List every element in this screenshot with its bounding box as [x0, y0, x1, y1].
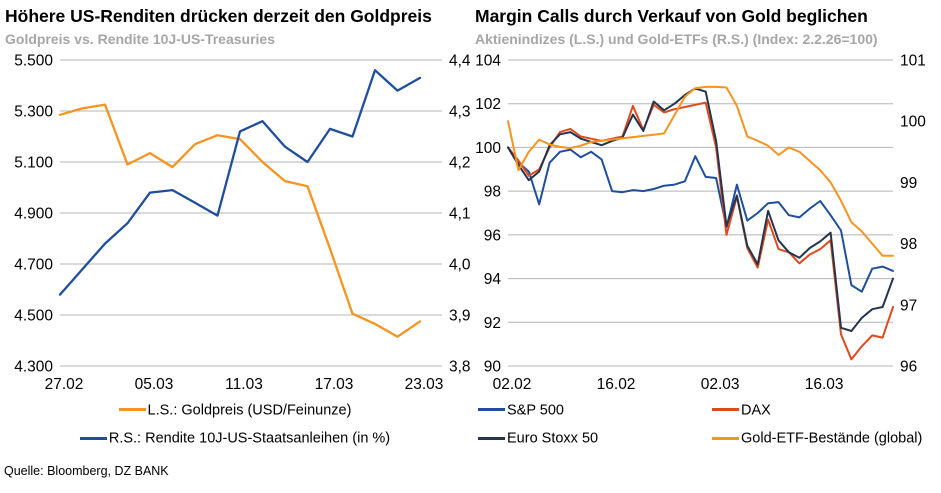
x-axis-tick-label: 02.03 — [701, 376, 740, 392]
gold-chart-subtitle: Goldpreis vs. Rendite 10J-US-Treasuries — [5, 31, 275, 47]
legend-item-euro-stoxx-50: Euro Stoxx 50 — [478, 430, 712, 447]
gold-chart-legend: L.S.: Goldpreis (USD/Feinunze) R.S.: Rend… — [0, 402, 470, 448]
x-axis-tick-label: 16.03 — [805, 376, 844, 392]
legend-line-swatch — [478, 408, 505, 412]
x-axis-tick-label: 17.03 — [315, 376, 354, 392]
indices-vs-goldetf-plot: 104 102 100 98 96 94 92 90 101 100 99 98 97 96 02.02 16… — [470, 52, 940, 393]
l-s-goldpreis-usd-feinunze-line — [58, 103, 422, 338]
legend-item-l-s-goldpreis-usd-feinunze: L.S.: Goldpreis (USD/Feinunze) — [118, 402, 352, 419]
right-axis-tick-label: 96 — [900, 359, 917, 376]
gold-chart-title: Höhere US-Renditen drücken derzeit den G… — [5, 6, 432, 26]
x-axis-tick-label: 11.03 — [225, 376, 263, 392]
left-axis-tick-label: 5.500 — [14, 53, 53, 70]
right-axis-tick-label: 101 — [900, 53, 926, 70]
right-axis-tick-label: 97 — [900, 297, 917, 314]
left-axis-tick-label: 90 — [484, 359, 502, 376]
dax-line — [507, 101, 894, 361]
legend-line-swatch — [712, 436, 739, 440]
euro-stoxx-50-line — [507, 87, 894, 332]
legend-label: DAX — [741, 402, 771, 419]
right-axis-tick-label: 3,8 — [449, 359, 470, 376]
legend-line-swatch — [118, 408, 146, 412]
legend-line-swatch — [478, 436, 505, 440]
left-axis-tick-label: 98 — [484, 184, 501, 201]
legend-item-dax: DAX — [712, 402, 940, 419]
source-note: Quelle: Bloomberg, DZ BANK — [4, 463, 169, 478]
legend-line-swatch — [79, 436, 107, 440]
x-axis-tick-label: 16.02 — [597, 376, 636, 392]
legend-item-s-p-500: S&P 500 — [478, 402, 712, 419]
left-axis-tick-label: 4.900 — [14, 206, 53, 223]
right-axis-tick-label: 4,2 — [449, 155, 470, 172]
indices-vs-goldetf-chart-panel: Margin Calls durch Verkauf von Gold begl… — [470, 0, 940, 448]
left-axis-tick-label: 94 — [484, 271, 502, 288]
legend-label: Euro Stoxx 50 — [507, 430, 599, 447]
left-axis-tick-label: 104 — [475, 53, 501, 70]
x-axis-tick-label: 23.03 — [405, 376, 444, 392]
right-axis-tick-label: 100 — [900, 114, 926, 131]
s-p-500-line — [507, 146, 894, 293]
left-axis-tick-label: 5.300 — [14, 104, 53, 121]
right-axis-tick-label: 4,0 — [449, 257, 470, 274]
left-axis-tick-label: 5.100 — [14, 155, 53, 172]
legend-item-gold-etf-best-nde-global: Gold-ETF-Bestände (global) — [712, 430, 940, 447]
left-axis-tick-label: 92 — [484, 315, 501, 332]
right-axis-tick-label: 98 — [900, 236, 917, 253]
x-axis-tick-label: 02.02 — [493, 376, 532, 392]
indices-chart-legend: S&P 500 DAX Euro Stoxx 50 Gold-ETF-Bestände… — [478, 402, 940, 448]
left-axis-tick-label: 4.500 — [14, 308, 53, 325]
r-s-rendite-10j-us-staatsanleihen-in-line — [58, 69, 422, 296]
legend-label: Gold-ETF-Bestände (global) — [741, 430, 923, 447]
gold-etf-best-nde-global-line — [507, 85, 894, 257]
x-axis-tick-label: 05.03 — [135, 376, 174, 392]
right-axis-tick-label: 4,4 — [449, 53, 470, 70]
legend-label: S&P 500 — [507, 402, 564, 419]
right-axis-tick-label: 3,9 — [449, 308, 470, 325]
left-axis-tick-label: 4.300 — [14, 359, 53, 376]
legend-label: R.S.: Rendite 10J-US-Staatsanleihen (in … — [108, 430, 391, 447]
right-axis-tick-label: 4,3 — [449, 104, 470, 121]
left-axis-tick-label: 96 — [484, 227, 501, 244]
left-axis-tick-label: 4.700 — [14, 257, 53, 274]
legend-line-swatch — [712, 408, 739, 412]
gold-vs-yield-plot: 5.500 5.300 5.100 4.900 4.700 4.500 4.300 4,4 4,… — [0, 52, 470, 393]
indices-chart-subtitle: Aktienindizes (L.S.) und Gold-ETFs (R.S.… — [475, 31, 878, 47]
charts-row: Höhere US-Renditen drücken derzeit den G… — [0, 0, 940, 448]
left-axis-tick-label: 102 — [475, 96, 501, 113]
x-axis-tick-label: 27.02 — [45, 376, 84, 392]
gold-vs-yield-canvas: 5.500 5.300 5.100 4.900 4.700 4.500 4.300 4,4 4,… — [14, 53, 470, 393]
indices-vs-goldetf-canvas: 104 102 100 98 96 94 92 90 101 100 99 98 97 96 02.02 16… — [475, 53, 926, 393]
gold-vs-yield-chart-panel: Höhere US-Renditen drücken derzeit den G… — [0, 0, 470, 448]
legend-label: L.S.: Goldpreis (USD/Feinunze) — [147, 402, 352, 419]
indices-chart-title: Margin Calls durch Verkauf von Gold begl… — [475, 6, 868, 26]
right-axis-tick-label: 4,1 — [449, 206, 470, 223]
right-axis-tick-label: 99 — [900, 175, 917, 192]
left-axis-tick-label: 100 — [475, 140, 501, 157]
legend-item-r-s-rendite-10j-us-staatsanleihen-in: R.S.: Rendite 10J-US-Staatsanleihen (in … — [79, 430, 391, 447]
